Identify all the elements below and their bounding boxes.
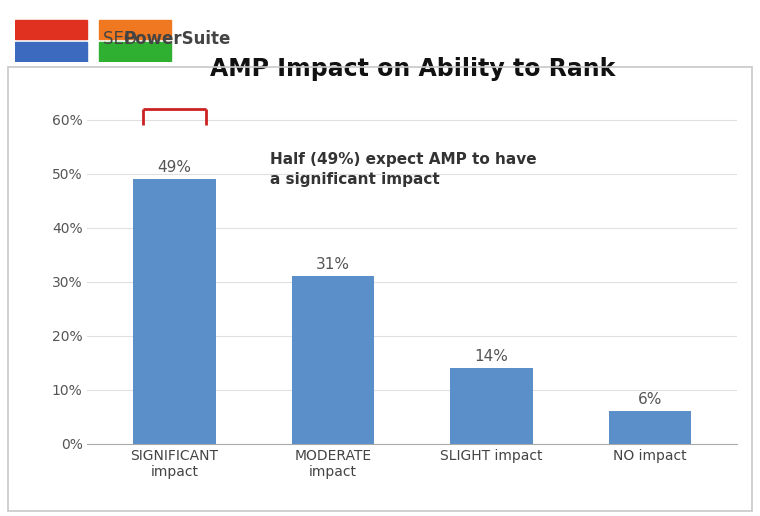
Text: PowerSuite: PowerSuite [124, 30, 231, 47]
Text: 14%: 14% [474, 349, 508, 364]
Title: AMP Impact on Ability to Rank: AMP Impact on Ability to Rank [210, 57, 615, 81]
Bar [99, 20, 171, 39]
Bar [15, 20, 87, 39]
Bar [15, 42, 87, 62]
Bar [292, 277, 374, 444]
Bar [451, 368, 533, 444]
Text: SEO: SEO [103, 30, 141, 47]
Bar [133, 179, 216, 444]
Text: Half (49%) expect AMP to have
a significant impact: Half (49%) expect AMP to have a signific… [270, 152, 537, 187]
Bar [609, 411, 692, 444]
Text: 31%: 31% [316, 257, 350, 272]
Text: 49%: 49% [157, 160, 192, 175]
Bar [99, 42, 171, 62]
Text: 6%: 6% [638, 392, 662, 407]
